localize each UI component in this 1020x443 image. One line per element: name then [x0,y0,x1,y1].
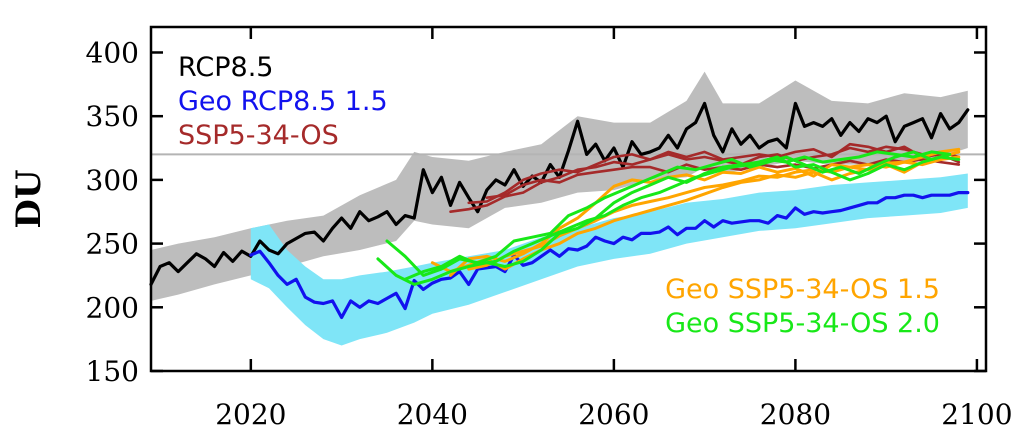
y-axis-label: DU [9,169,49,228]
geo_ssp534_20-line [403,150,952,281]
geo_ssp534_20-line [376,155,961,286]
y-tick-label: 350 [86,100,139,133]
geo_ssp534_20-line [385,150,952,277]
y-tick-label: 150 [86,355,139,388]
ssp534-line [467,142,961,205]
legend-label-ssp534: SSP5-34-OS [178,120,339,151]
ssp534-line [449,145,961,213]
x-tick-label: 2080 [760,398,831,431]
x-tick-label: 2100 [941,398,1012,431]
x-tick-label: 2040 [397,398,468,431]
y-tick-label: 400 [86,36,139,69]
y-tick-label: 250 [86,228,139,261]
x-axis-ticks: 2020 2040 2060 2080 2100 [215,27,1013,431]
rcp85-band [151,71,968,301]
legend-label-rcp85: RCP8.5 [178,52,274,83]
y-tick-label: 200 [86,291,139,324]
legend-label-geo_rcp85: Geo RCP8.5 1.5 [178,86,388,117]
geo_rcp85-line [249,191,970,320]
series-lines [149,101,970,320]
x-tick-label: 2060 [578,398,649,431]
plot-frame [149,25,988,373]
y-tick-label: 300 [86,164,139,197]
x-tick-label: 2020 [215,398,286,431]
legend-label-geo_ssp534_20: Geo SSP5-34-OS 2.0 [665,308,940,339]
legend-label-geo_ssp534_15: Geo SSP5-34-OS 1.5 [665,274,940,305]
y-axis-ticks: 150 200 250 300 350 400 [86,36,986,388]
